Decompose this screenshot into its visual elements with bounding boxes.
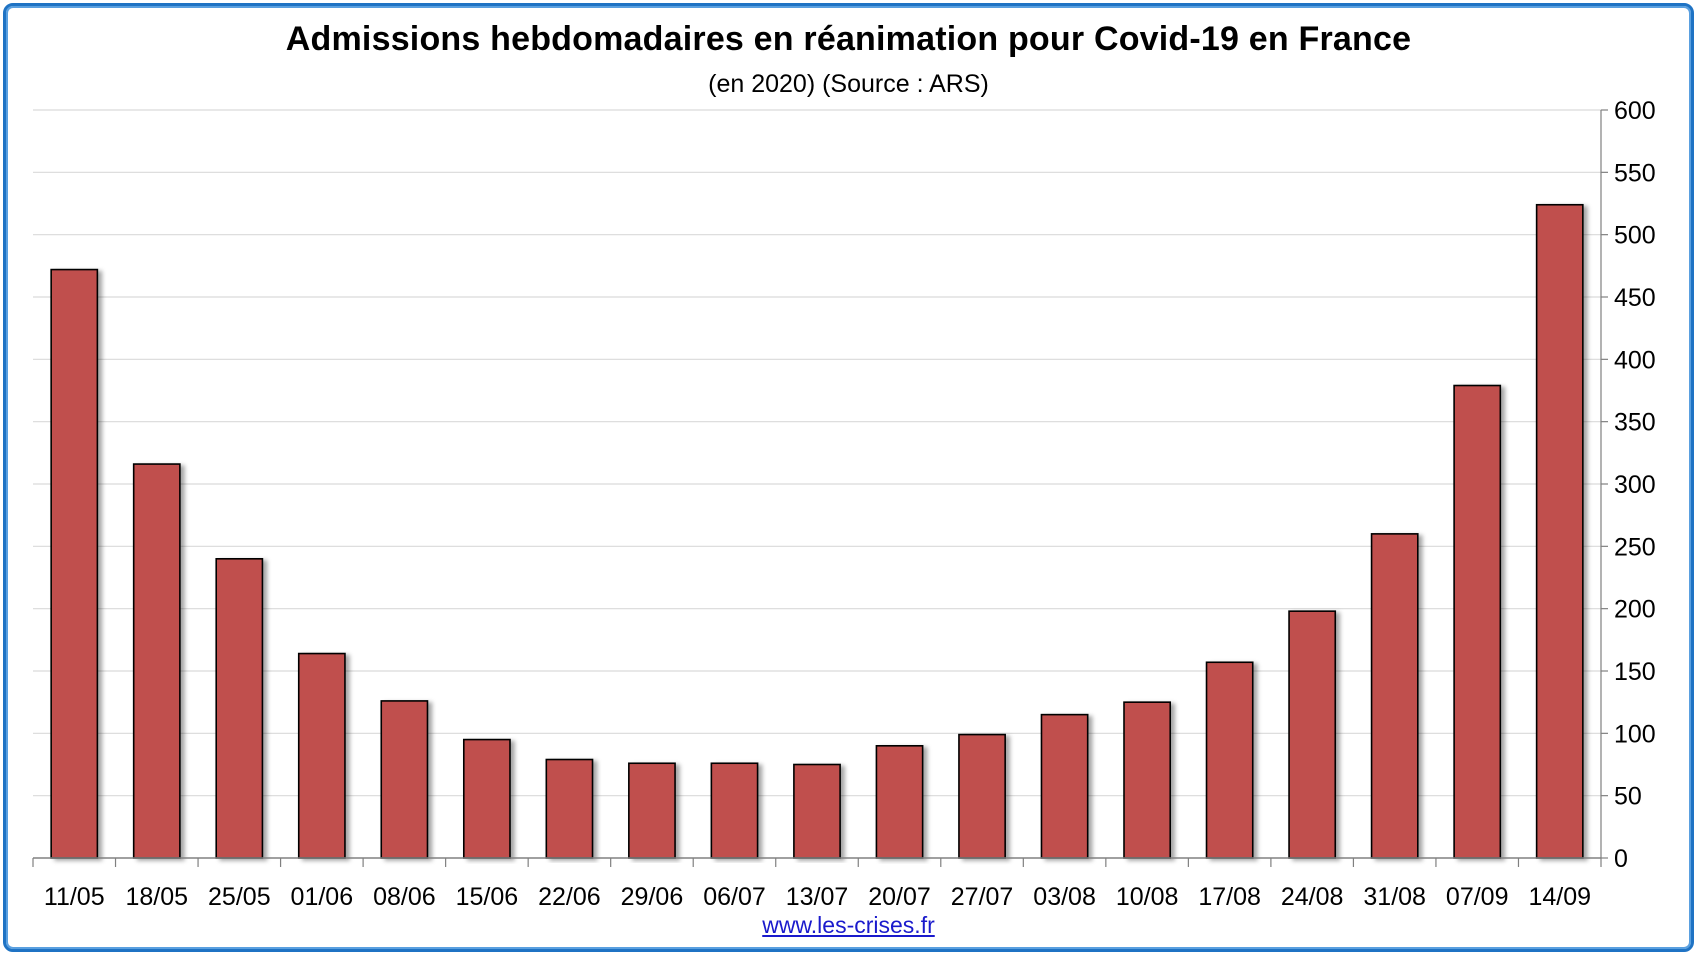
x-tick-label: 27/07 — [951, 883, 1014, 911]
x-tick-label: 24/08 — [1281, 883, 1344, 911]
x-tick-label: 14/09 — [1528, 883, 1591, 911]
x-tick-label: 17/08 — [1198, 883, 1261, 911]
bar — [1288, 610, 1337, 859]
bar — [50, 268, 99, 859]
y-tick-label: 500 — [1614, 222, 1656, 250]
x-tick-label: 25/05 — [208, 883, 271, 911]
bar — [1123, 701, 1172, 859]
bar — [1370, 533, 1419, 859]
bar — [628, 762, 676, 859]
y-tick-label: 250 — [1614, 533, 1656, 561]
x-tick-label: 20/07 — [868, 883, 931, 911]
bar — [462, 738, 511, 859]
bars — [50, 203, 1584, 859]
y-tick-label: 450 — [1614, 284, 1656, 312]
x-tick-label: 03/08 — [1033, 883, 1096, 911]
bar — [1535, 203, 1584, 859]
bar — [545, 758, 594, 859]
x-tick-label: 08/06 — [373, 883, 436, 911]
x-tick-label: 13/07 — [786, 883, 849, 911]
x-tick-label: 06/07 — [703, 883, 766, 911]
bar — [1040, 713, 1089, 859]
y-tick-label: 200 — [1614, 596, 1656, 624]
bar — [1205, 661, 1254, 859]
chart-title: Admissions hebdomadaires en réanimation … — [285, 20, 1412, 58]
chart-subtitle: (en 2020) (Source : ARS) — [708, 70, 989, 98]
x-tick-label: 11/05 — [44, 883, 105, 911]
y-tick-label: 150 — [1614, 658, 1656, 686]
y-tick-label: 600 — [1614, 97, 1656, 125]
x-tick-label: 31/08 — [1363, 883, 1426, 911]
y-tick-label: 100 — [1614, 720, 1656, 748]
y-tick-label: 50 — [1614, 783, 1642, 811]
gridlines — [33, 109, 1601, 797]
x-tick-label: 01/06 — [291, 883, 354, 911]
y-tick-label: 0 — [1614, 845, 1628, 873]
y-tick-label: 350 — [1614, 409, 1656, 437]
bar — [710, 762, 759, 859]
x-tick-label: 10/08 — [1116, 883, 1179, 911]
x-tick-label: 07/09 — [1446, 883, 1509, 911]
bar — [1453, 384, 1502, 859]
y-tick-label: 400 — [1614, 346, 1656, 374]
bar — [793, 763, 841, 859]
bar — [380, 700, 429, 859]
x-tick-label: 22/06 — [538, 883, 601, 911]
bar — [958, 733, 1006, 859]
source-link[interactable]: www.les-crises.fr — [762, 912, 935, 938]
y-tick-label: 550 — [1614, 159, 1656, 187]
bar — [875, 744, 924, 859]
bar — [297, 652, 346, 859]
x-tick-label: 29/06 — [621, 883, 684, 911]
bar — [215, 557, 264, 859]
axes: 0 50 100 150 200 250 300 350 400 450 500 550 600 11/0… — [32, 97, 1656, 911]
x-tick-label: 15/06 — [456, 883, 519, 911]
x-tick-label: 18/05 — [126, 883, 189, 911]
bar — [132, 463, 181, 859]
y-tick-label: 300 — [1614, 471, 1656, 499]
